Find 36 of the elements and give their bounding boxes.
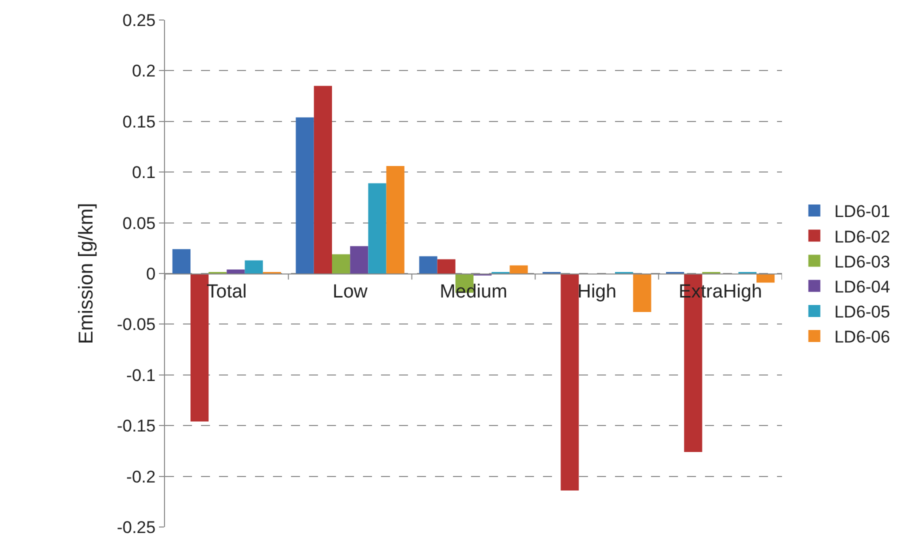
bar	[244, 260, 263, 274]
y-tick-label: -0.2	[126, 467, 156, 486]
bar	[172, 249, 190, 274]
y-tick-label: 0.1	[132, 163, 156, 182]
legend-label: LD6-03	[834, 252, 890, 272]
bar	[560, 274, 579, 490]
bar	[350, 246, 368, 274]
y-tick-label: -0.1	[126, 366, 156, 385]
bar	[190, 274, 209, 422]
bar	[296, 117, 314, 274]
x-tick-label: Low	[332, 281, 368, 302]
bar	[386, 166, 404, 274]
legend-label: LD6-02	[834, 227, 890, 246]
x-tick-label: Medium	[440, 281, 508, 302]
bar	[368, 183, 386, 274]
legend-label: LD6-05	[834, 302, 890, 322]
bar	[419, 256, 438, 274]
legend-label: LD6-06	[834, 328, 890, 347]
y-tick-label: 0.05	[122, 214, 156, 233]
bar	[510, 265, 528, 274]
legend-label: LD6-01	[834, 202, 890, 222]
bar	[437, 259, 456, 274]
y-tick-label: 0	[146, 264, 156, 284]
bar	[314, 86, 332, 274]
y-tick-label: 0.2	[132, 62, 156, 81]
x-tick-label: High	[577, 281, 616, 302]
y-tick-label: 0.15	[122, 112, 156, 132]
y-tick-label: 0.25	[122, 10, 156, 30]
bar	[226, 269, 245, 274]
y-axis-title: Emission [g/km]	[75, 202, 98, 344]
legend-label: LD6-04	[834, 277, 890, 296]
y-tick-label: -0.05	[116, 315, 156, 334]
bar	[332, 254, 350, 274]
y-tick-label: -0.15	[116, 416, 156, 436]
y-tick-label: -0.25	[116, 518, 156, 537]
bar	[633, 274, 652, 312]
